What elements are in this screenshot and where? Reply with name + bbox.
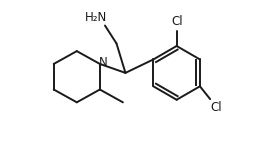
Text: Cl: Cl — [171, 15, 183, 28]
Text: H₂N: H₂N — [85, 11, 107, 24]
Text: N: N — [99, 56, 107, 69]
Text: Cl: Cl — [210, 101, 222, 114]
